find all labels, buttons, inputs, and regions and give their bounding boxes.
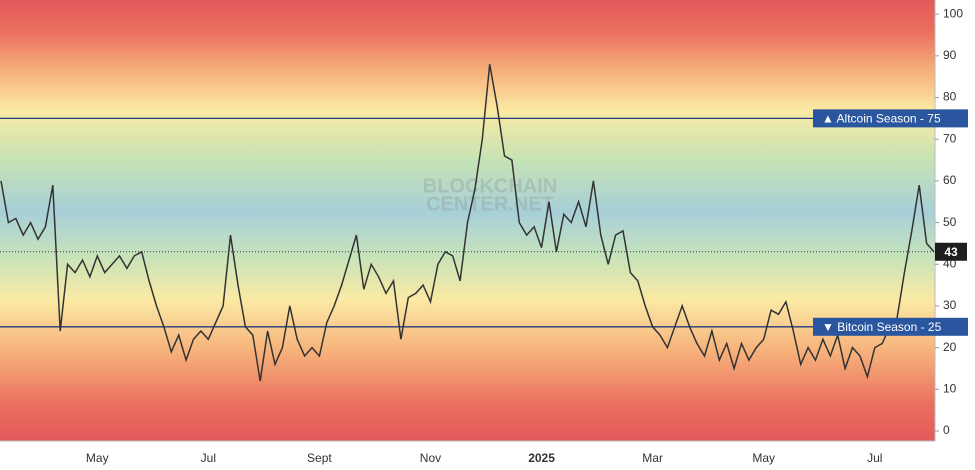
y-tick-label: 100 [943,6,963,20]
x-tick-label: May [752,451,775,465]
x-tick-label: Jul [867,451,882,465]
data-line [0,64,935,382]
y-tick-label: 90 [943,48,957,62]
y-tick-label: 50 [943,215,957,229]
y-tick-label: 0 [943,423,950,437]
y-tick-label: 60 [943,173,957,187]
current-value-box [935,242,967,261]
x-tick-label: 2025 [528,451,555,465]
y-tick-label: 80 [943,90,957,104]
x-tick-label: Nov [420,451,441,465]
y-tick-label: 30 [943,298,957,312]
x-tick-label: Jul [201,451,216,465]
x-tick-label: May [86,451,109,465]
watermark: CENTER.NET [426,193,554,215]
reference-label: ▲ Altcoin Season - 75 [822,112,941,126]
x-tick-label: Sept [307,451,332,465]
reference-label-box [813,109,968,128]
y-tick-label: 10 [943,381,957,395]
current-value-label: 43 [944,245,958,259]
x-tick-label: Mar [642,451,663,465]
y-tick-label: 70 [943,131,957,145]
reference-label: ▼ Bitcoin Season - 25 [822,320,942,334]
y-tick-label: 20 [943,340,957,354]
reference-label-box [813,317,968,336]
watermark: BLOCKCHAIN [423,175,557,197]
